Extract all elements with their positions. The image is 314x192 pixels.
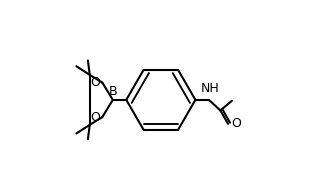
Text: NH: NH bbox=[200, 82, 219, 95]
Text: O: O bbox=[231, 117, 241, 130]
Text: O: O bbox=[90, 111, 100, 124]
Text: B: B bbox=[109, 85, 117, 98]
Text: O: O bbox=[90, 76, 100, 89]
